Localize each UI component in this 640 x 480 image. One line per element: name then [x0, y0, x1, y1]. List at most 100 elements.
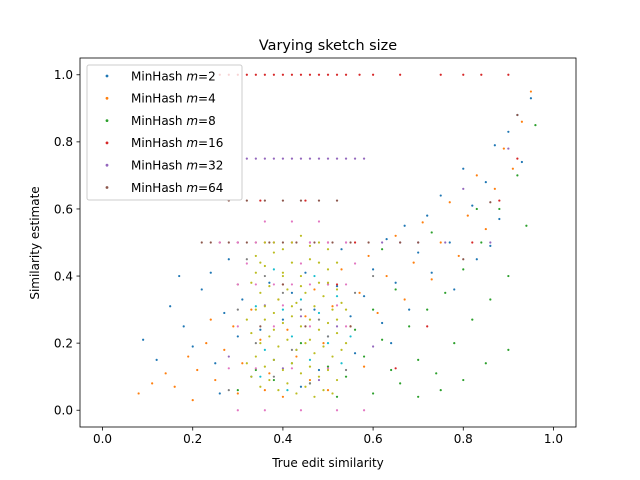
x-axis-label: True edit similarity	[271, 456, 384, 470]
data-point-series-2	[462, 268, 465, 271]
data-point-series-8	[317, 281, 321, 284]
data-point-series-5	[516, 113, 519, 117]
data-point-series-8	[317, 328, 321, 331]
data-point-series-8	[245, 318, 248, 321]
data-point-series-5	[295, 241, 298, 244]
data-point-series-0	[453, 288, 456, 291]
data-point-series-2	[408, 325, 411, 328]
plot-frame	[79, 57, 577, 428]
data-point-series-3	[290, 73, 294, 76]
legend-marker	[105, 186, 109, 189]
data-point-series-0	[390, 342, 393, 345]
data-point-series-6	[263, 220, 266, 223]
data-point-series-8	[304, 385, 307, 388]
data-point-series-8	[313, 305, 316, 308]
data-point-series-5	[349, 241, 352, 244]
data-point-series-1	[286, 328, 289, 331]
data-point-series-6	[254, 283, 257, 286]
data-point-series-8	[299, 274, 303, 278]
data-point-series-6	[344, 241, 348, 244]
data-point-series-8	[326, 368, 330, 372]
data-point-series-8	[281, 368, 285, 372]
data-point-series-4	[444, 241, 447, 244]
data-point-series-4	[353, 157, 357, 160]
data-point-series-9	[326, 342, 330, 345]
data-point-series-2	[426, 308, 429, 311]
data-point-series-8	[290, 362, 294, 365]
data-point-series-6	[299, 262, 303, 265]
data-point-series-1	[164, 372, 167, 375]
data-point-series-3	[371, 73, 375, 76]
data-point-series-5	[367, 241, 370, 244]
data-point-series-2	[480, 241, 483, 244]
legend-label: MinHash m=32	[131, 159, 223, 173]
data-point-series-1	[529, 90, 533, 93]
data-point-series-8	[254, 271, 257, 274]
data-point-series-4	[317, 157, 321, 160]
data-point-series-0	[290, 291, 294, 294]
data-point-series-8	[259, 261, 262, 264]
data-point-series-7	[263, 274, 266, 278]
data-point-series-8	[304, 291, 307, 294]
data-point-series-6	[254, 367, 257, 370]
data-point-series-4	[290, 157, 294, 160]
y-tick-label: 0.2	[54, 336, 73, 350]
x-tick-label: 0.0	[93, 432, 112, 446]
y-tick-label: 1.0	[54, 68, 73, 82]
data-point-series-8	[308, 244, 312, 247]
data-point-series-0	[268, 281, 271, 284]
data-point-series-1	[502, 147, 505, 150]
data-point-series-6	[299, 409, 303, 412]
data-point-series-2	[417, 395, 420, 398]
data-point-series-8	[263, 365, 266, 368]
data-point-series-8	[272, 241, 275, 244]
legend-label: MinHash m=4	[131, 92, 216, 106]
data-point-series-0	[498, 217, 501, 221]
data-point-series-8	[254, 308, 257, 311]
data-point-series-1	[196, 368, 199, 372]
data-point-series-9	[317, 311, 321, 315]
data-point-series-8	[335, 378, 339, 382]
data-point-series-2	[394, 288, 397, 291]
data-point-series-8	[268, 378, 271, 382]
data-point-series-3	[263, 73, 266, 76]
data-point-series-0	[385, 238, 388, 241]
data-point-series-9	[335, 295, 339, 298]
data-point-series-8	[335, 318, 339, 321]
data-points	[137, 73, 537, 412]
data-point-series-5	[281, 199, 285, 202]
data-point-series-3	[516, 157, 519, 160]
data-point-series-5	[299, 199, 303, 202]
data-point-series-6	[263, 409, 266, 412]
data-point-series-8	[272, 311, 275, 315]
data-point-series-5	[417, 241, 420, 244]
data-point-series-3	[439, 73, 442, 76]
data-point-series-7	[317, 318, 321, 321]
data-point-series-2	[489, 298, 492, 301]
data-point-series-7	[290, 348, 294, 351]
data-point-series-1	[394, 234, 397, 237]
data-point-series-3	[304, 199, 307, 202]
data-point-series-4	[245, 157, 248, 160]
data-point-series-1	[137, 392, 140, 395]
data-point-series-2	[371, 308, 375, 311]
data-point-series-0	[349, 315, 352, 318]
data-point-series-8	[277, 345, 280, 348]
data-point-series-7	[326, 335, 330, 338]
data-point-series-8	[317, 375, 321, 378]
data-point-series-0	[489, 244, 492, 247]
data-point-series-2	[462, 378, 465, 382]
data-point-series-8	[295, 392, 298, 395]
data-point-series-8	[322, 345, 325, 348]
legend-label: MinHash m=2	[131, 69, 216, 83]
data-point-series-4	[344, 157, 348, 160]
data-point-series-2	[507, 274, 510, 278]
data-point-series-8	[317, 261, 321, 264]
data-point-series-1	[241, 362, 244, 365]
data-point-series-1	[367, 254, 370, 258]
data-point-series-7	[371, 274, 375, 278]
data-point-series-2	[417, 358, 420, 362]
data-point-series-8	[250, 375, 253, 378]
data-point-series-7	[344, 368, 348, 372]
data-point-series-6	[308, 325, 312, 328]
